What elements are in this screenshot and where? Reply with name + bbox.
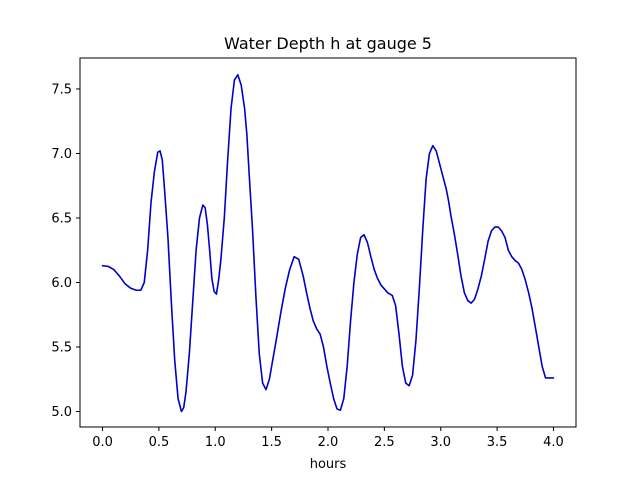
axes-frame <box>79 57 577 428</box>
y-tick-label: 7.5 <box>51 82 72 97</box>
x-axis-label: hours <box>310 457 347 472</box>
x-tick-label: 1.5 <box>261 435 282 450</box>
x-tick-label: 4.0 <box>543 435 564 450</box>
x-tick-label: 3.5 <box>487 435 508 450</box>
y-tick-label: 6.0 <box>51 276 72 291</box>
chart-title: Water Depth h at gauge 5 <box>224 34 432 53</box>
x-tick-label: 0.0 <box>92 435 113 450</box>
x-tick-label: 0.5 <box>149 435 170 450</box>
x-tick-label: 3.0 <box>430 435 451 450</box>
x-tick-label: 2.0 <box>318 435 339 450</box>
y-tick-label: 6.5 <box>51 211 72 226</box>
axis-ticks: 0.0 0.5 1.0 1.5 2.0 2.5 3.0 3.5 4.0 5.0 5.5 6.0 6.5 7… <box>51 82 563 450</box>
series-line-0 <box>101 73 555 413</box>
y-tick-label: 5.5 <box>51 341 72 356</box>
x-tick-label: 2.5 <box>374 435 395 450</box>
plot-area <box>101 73 555 413</box>
y-tick-label: 7.0 <box>51 147 72 162</box>
x-tick-label: 1.0 <box>205 435 226 450</box>
y-tick-label: 5.0 <box>51 405 72 420</box>
